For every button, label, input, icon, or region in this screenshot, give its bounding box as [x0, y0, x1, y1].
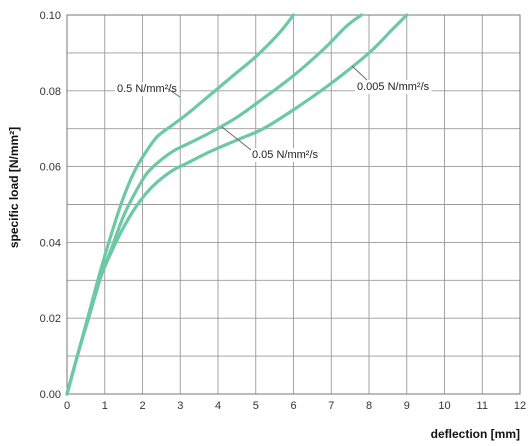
y-tick-labels: 0.00 0.02 0.04 0.06 0.08 0.10 — [40, 10, 61, 401]
y-tick-label: 0.08 — [40, 86, 61, 98]
curves — [65, 13, 409, 396]
y-tick-label: 0.10 — [40, 10, 61, 22]
annotation-leader-3 — [351, 65, 368, 81]
annotation-label: 0.5 N/mm²/s — [117, 83, 177, 95]
x-tick-label: 2 — [139, 400, 145, 412]
annotation-background — [355, 80, 432, 94]
x-tick-label: 8 — [366, 400, 372, 412]
x-tick-label: 3 — [177, 400, 183, 412]
y-tick-label: 0.00 — [40, 389, 61, 401]
x-tick-label: 1 — [102, 400, 108, 412]
y-axis-title: specific load [N/mm²] — [7, 127, 21, 248]
series-line-3 — [65, 13, 409, 396]
x-tick-label: 11 — [477, 400, 488, 412]
y-tick-label: 0.04 — [40, 237, 61, 249]
x-tick-label: 0 — [64, 400, 70, 412]
grid — [66, 14, 521, 395]
annotation-background — [250, 148, 321, 162]
annotation-label: 0.005 N/mm²/s — [357, 81, 430, 93]
annotation-background — [115, 82, 180, 96]
x-tick-label: 7 — [328, 400, 334, 412]
annotations: 0.5 N/mm²/s 0.05 N/mm²/s 0.005 N/mm²/s — [115, 65, 432, 162]
annotation-leader-1 — [167, 88, 181, 98]
x-tick-label: 12 — [514, 400, 526, 412]
x-tick-labels: 0 1 2 3 4 5 6 7 8 9 10 11 12 — [64, 400, 526, 412]
x-tick-label: 5 — [253, 400, 259, 412]
x-axis-title: deflection [mm] — [431, 427, 520, 441]
y-tick-label: 0.02 — [40, 313, 61, 325]
annotation-leader-2 — [221, 126, 252, 151]
x-tick-label: 9 — [404, 400, 410, 412]
x-tick-label: 6 — [290, 400, 296, 412]
annotation-label: 0.05 N/mm²/s — [252, 149, 319, 161]
x-tick-label: 4 — [215, 400, 221, 412]
x-tick-label: 10 — [438, 400, 450, 412]
y-tick-label: 0.06 — [40, 162, 61, 174]
